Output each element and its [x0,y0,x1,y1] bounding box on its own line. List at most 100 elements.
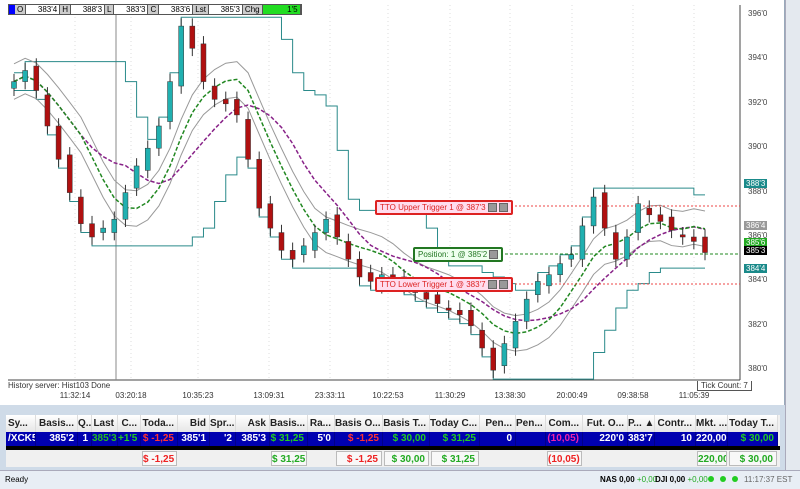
candle [423,292,430,300]
candle [345,241,352,260]
candle [301,245,307,256]
positions-grid[interactable]: Sy...Basis...Q...LastC...Toda...BidSpr..… [6,415,780,467]
channel-lower [14,89,705,380]
candle [668,216,675,231]
column-header[interactable]: Sy... [6,415,36,432]
quote-label: O [15,5,27,14]
cancel-icon[interactable] [498,203,508,212]
candle [523,298,530,322]
total-cell: $ 31,25 [271,451,307,466]
candle [657,214,664,222]
total-cell: 220,00 [697,451,727,466]
price-tick: 394'0 [748,53,768,63]
total-cell [92,450,118,467]
history-status: History server: Hist103 Done [8,381,111,390]
table-row[interactable]: /XCK5 385'2 1 385'3 +1'5 $ -1,25 385'1'2 385'3 $… [6,432,778,446]
column-header[interactable]: Bid [178,415,210,432]
lower-trigger-order[interactable]: TTO Lower Trigger 1 @ 383'7 [375,277,513,292]
quote-value: 383'4 [26,5,61,14]
column-header[interactable]: Basis T... [383,415,430,432]
candle [189,25,196,49]
column-header[interactable]: Com... [546,415,583,432]
candle [479,329,485,349]
column-header[interactable]: Fut. O... [583,415,628,432]
time-tick: 09:38:58 [617,391,649,400]
candle [691,236,697,242]
quote-label: C [148,5,160,14]
column-header[interactable]: C... [118,415,141,432]
candle [22,70,28,82]
column-header[interactable]: Q... [78,415,92,432]
modify-icon[interactable] [487,280,497,289]
grid-cell: /XCK5 [8,432,36,446]
moving-average-purple [13,75,706,322]
position-order[interactable]: Position: 1 @ 385'2 [413,247,504,262]
tick-count: Tick Count: 7 [697,381,752,391]
time-tick: 10:35:23 [182,391,214,400]
column-header[interactable]: Basis... [36,415,78,432]
column-header[interactable]: P... ▲ [628,415,655,432]
column-header[interactable]: Spr... [210,415,236,432]
column-header[interactable]: Basis O... [335,415,383,432]
total-cell [308,450,335,467]
column-header[interactable]: Toda... [141,415,178,432]
nas-change: +0,00 [636,475,658,484]
modify-icon[interactable] [487,203,497,212]
column-header[interactable]: Ask [236,415,270,432]
price-marker: 386'4 [744,221,768,230]
grid-cell: 383'7 [628,432,655,446]
candle [468,310,474,327]
price-marker: 388'3 [744,179,768,188]
price-tick: 396'0 [748,9,768,18]
candle [144,147,151,171]
grid-cell: 1 [78,432,92,446]
grid-cell: +1'5 [118,432,141,446]
time-tick: 03:20:18 [115,391,147,400]
column-header[interactable]: Today T... [728,415,778,432]
column-header[interactable]: Mkt. ... [696,415,728,432]
close-position-icon[interactable] [489,250,499,259]
candle [624,236,630,260]
price-tick: 382'0 [748,319,768,329]
column-header[interactable]: Ra... [308,415,335,432]
candle [167,81,173,122]
time-tick: 13:38:30 [494,391,526,400]
total-cell [236,450,270,467]
candle [211,85,218,100]
total-cell [583,450,628,467]
column-header[interactable]: Basis... [270,415,308,432]
total-cell: $ 30,00 [729,451,777,466]
connection-icon [720,476,726,482]
column-header[interactable]: Last [92,415,118,432]
grid-cell: (10,05) [546,432,583,446]
grid-cell: 385'3 [236,432,270,446]
vertical-scrollbar[interactable] [785,0,800,470]
candle [89,223,95,238]
grid-cell: 10 [655,432,696,446]
chart-window[interactable]: O 383'4 H 388'3 L 383'3 C 383'6 Lst 385'3 Chg 1'5 3… [0,0,785,405]
grid-cell: 5'0 [308,432,335,446]
total-cell [516,450,546,467]
column-header[interactable]: Pen... [480,415,516,432]
total-cell [36,450,78,467]
column-header[interactable]: Contr... [655,415,696,432]
column-header[interactable]: Pen... [516,415,546,432]
price-chart[interactable] [0,0,785,405]
quote-label: H [60,5,72,14]
candle [111,218,118,233]
candle [579,225,586,260]
candle [122,192,129,220]
total-cell [628,450,655,467]
connection-icon [732,476,738,482]
cancel-icon[interactable] [498,280,508,289]
quote-value: 383'6 [159,5,194,14]
candle [557,263,563,275]
candle [646,207,653,216]
grid-cell: 385'2 [36,432,78,446]
candle [568,254,575,260]
column-header[interactable]: Today C... [430,415,480,432]
grid-cell [516,432,546,446]
candle [133,165,140,189]
upper-trigger-order[interactable]: TTO Upper Trigger 1 @ 387'3 [375,200,513,215]
quote-label: L [105,5,115,14]
